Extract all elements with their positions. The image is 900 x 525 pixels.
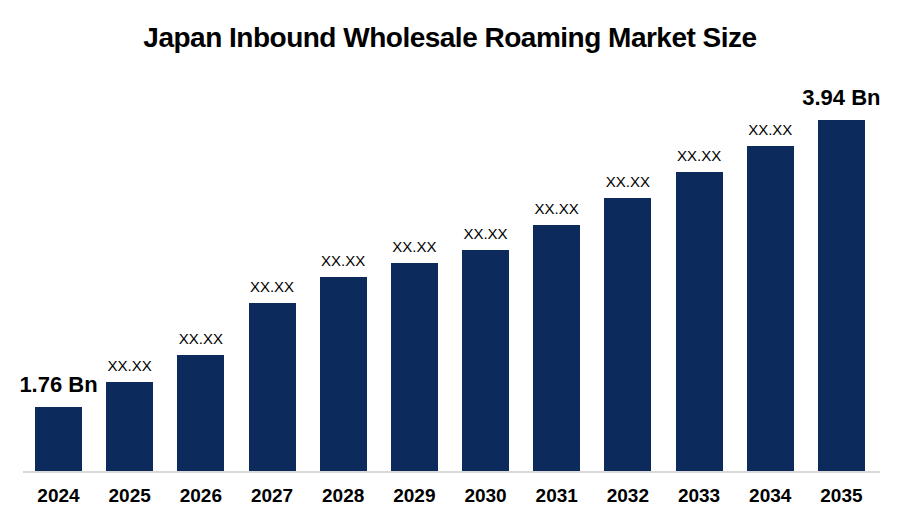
plot-area: 1.76 Bn XX.XX XX.XX XX.XX XX.XX XX.XX XX… <box>35 87 865 471</box>
x-tick-2030: 2030 <box>462 486 509 505</box>
bar-2031 <box>533 225 580 471</box>
x-tick-2033: 2033 <box>676 486 723 505</box>
value-label-2025: XX.XX <box>108 358 152 373</box>
chart-canvas: Japan Inbound Wholesale Roaming Market S… <box>0 0 900 525</box>
chart-title: Japan Inbound Wholesale Roaming Market S… <box>0 22 900 54</box>
bar-group-2024: 1.76 Bn <box>35 374 82 471</box>
bar-2030 <box>462 250 509 471</box>
value-label-2033: XX.XX <box>677 148 721 163</box>
x-tick-2035: 2035 <box>818 486 865 505</box>
value-label-2035: 3.94 Bn <box>802 87 880 109</box>
bar-group-2027: XX.XX <box>249 279 296 471</box>
bar-2033 <box>676 172 723 471</box>
value-label-2030: XX.XX <box>463 226 507 241</box>
bar-group-2031: XX.XX <box>533 201 580 471</box>
bar-2025 <box>106 382 153 471</box>
bar-group-2029: XX.XX <box>391 239 438 471</box>
bar-2032 <box>604 198 651 471</box>
bar-group-2026: XX.XX <box>177 331 224 471</box>
x-tick-2025: 2025 <box>106 486 153 505</box>
value-label-2032: XX.XX <box>606 174 650 189</box>
bar-group-2034: XX.XX <box>747 122 794 471</box>
x-tick-2032: 2032 <box>604 486 651 505</box>
x-axis-tick-labels: 2024 2025 2026 2027 2028 2029 2030 2031 … <box>35 486 865 505</box>
bar-2034 <box>747 146 794 471</box>
bar-group-2033: XX.XX <box>676 148 723 471</box>
value-label-2026: XX.XX <box>179 331 223 346</box>
x-tick-2029: 2029 <box>391 486 438 505</box>
value-label-2034: XX.XX <box>748 122 792 137</box>
value-label-2024: 1.76 Bn <box>19 374 97 396</box>
bar-2026 <box>177 355 224 471</box>
x-tick-2026: 2026 <box>177 486 224 505</box>
bar-2027 <box>249 303 296 471</box>
x-axis-line <box>23 471 880 473</box>
bar-group-2030: XX.XX <box>462 226 509 471</box>
value-label-2031: XX.XX <box>535 201 579 216</box>
x-tick-2031: 2031 <box>533 486 580 505</box>
bar-2035 <box>818 120 865 471</box>
value-label-2028: XX.XX <box>321 253 365 268</box>
bar-group-2035: 3.94 Bn <box>818 87 865 471</box>
bar-group-2025: XX.XX <box>106 358 153 471</box>
x-tick-2034: 2034 <box>747 486 794 505</box>
x-tick-2028: 2028 <box>320 486 367 505</box>
bar-2029 <box>391 263 438 471</box>
value-label-2027: XX.XX <box>250 279 294 294</box>
bar-2024 <box>35 407 82 471</box>
x-tick-2027: 2027 <box>249 486 296 505</box>
bar-group-2028: XX.XX <box>320 253 367 471</box>
bar-2028 <box>320 277 367 471</box>
bar-group-2032: XX.XX <box>604 174 651 471</box>
x-tick-2024: 2024 <box>35 486 82 505</box>
value-label-2029: XX.XX <box>392 239 436 254</box>
